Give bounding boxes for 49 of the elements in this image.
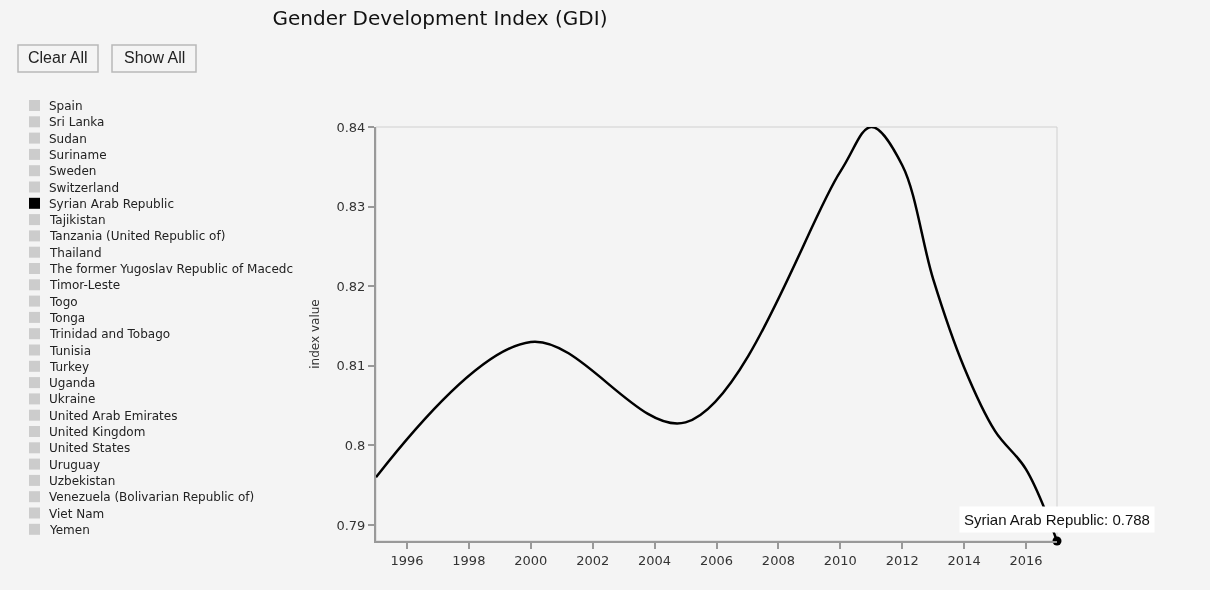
legend-label: Togo xyxy=(49,295,78,309)
x-tick-label: 2010 xyxy=(823,552,857,568)
legend-label: Sri Lanka xyxy=(49,115,105,129)
legend-label: Tanzania (United Republic of) xyxy=(49,229,226,243)
y-tick-label: 0.83 xyxy=(336,199,366,215)
y-tick-label: 0.8 xyxy=(344,438,366,454)
legend-label: Yemen xyxy=(49,523,90,537)
legend-label: Uruguay xyxy=(49,458,100,472)
x-tick-label: 2008 xyxy=(761,552,795,568)
x-tick-label: 2014 xyxy=(947,552,981,568)
legend-label: Uganda xyxy=(49,376,96,390)
annotation: Syrian Arab Republic: 0.788 xyxy=(964,511,1150,528)
x-tick-label: 2000 xyxy=(514,552,548,568)
legend-label: Uzbekistan xyxy=(49,474,116,488)
text: Clear All xyxy=(28,49,88,66)
x-tick-label: 2006 xyxy=(699,552,734,568)
x-tick-label: 2016 xyxy=(1009,552,1043,568)
x-tick-label: 2002 xyxy=(576,552,610,568)
y-tick-label: 0.82 xyxy=(336,278,366,294)
legend-label: Viet Nam xyxy=(49,507,105,521)
legend-label: Tonga xyxy=(49,311,86,325)
legend-label: Venezuela (Bolivarian Republic of) xyxy=(49,490,255,504)
legend-label: Sweden xyxy=(49,164,97,178)
legend-label: The former Yugoslav Republic of Macedc xyxy=(49,262,293,276)
x-tick-label: 1996 xyxy=(390,552,424,568)
legend-label: Trinidad and Tobago xyxy=(49,327,171,341)
legend-label: Switzerland xyxy=(49,181,119,195)
text: Show All xyxy=(124,49,186,66)
legend-label: United Kingdom xyxy=(49,425,146,439)
legend-label: Syrian Arab Republic xyxy=(49,197,174,211)
legend-label: Thailand xyxy=(49,246,102,260)
y-tick-label: 0.81 xyxy=(336,358,366,374)
y-axis-title: index value xyxy=(308,299,323,369)
legend-label: Timor-Leste xyxy=(49,278,121,292)
y-tick-label: 0.84 xyxy=(336,119,366,135)
legend-label: Tajikistan xyxy=(49,213,106,227)
legend-label: Ukraine xyxy=(49,392,96,406)
x-tick-label: 1998 xyxy=(452,552,486,568)
y-tick-label: 0.79 xyxy=(336,517,366,533)
legend-label: Spain xyxy=(49,99,83,113)
legend-label: Suriname xyxy=(49,148,107,162)
legend-label: Turkey xyxy=(49,360,90,374)
legend-label: Sudan xyxy=(49,132,87,146)
chart-title: Gender Development Index (GDI) xyxy=(272,6,608,30)
x-tick-label: 2004 xyxy=(638,552,672,568)
x-tick-label: 2012 xyxy=(885,552,919,568)
legend-label: United States xyxy=(49,441,131,455)
legend-label: Tunisia xyxy=(49,344,91,358)
legend-label: United Arab Emirates xyxy=(49,409,178,423)
